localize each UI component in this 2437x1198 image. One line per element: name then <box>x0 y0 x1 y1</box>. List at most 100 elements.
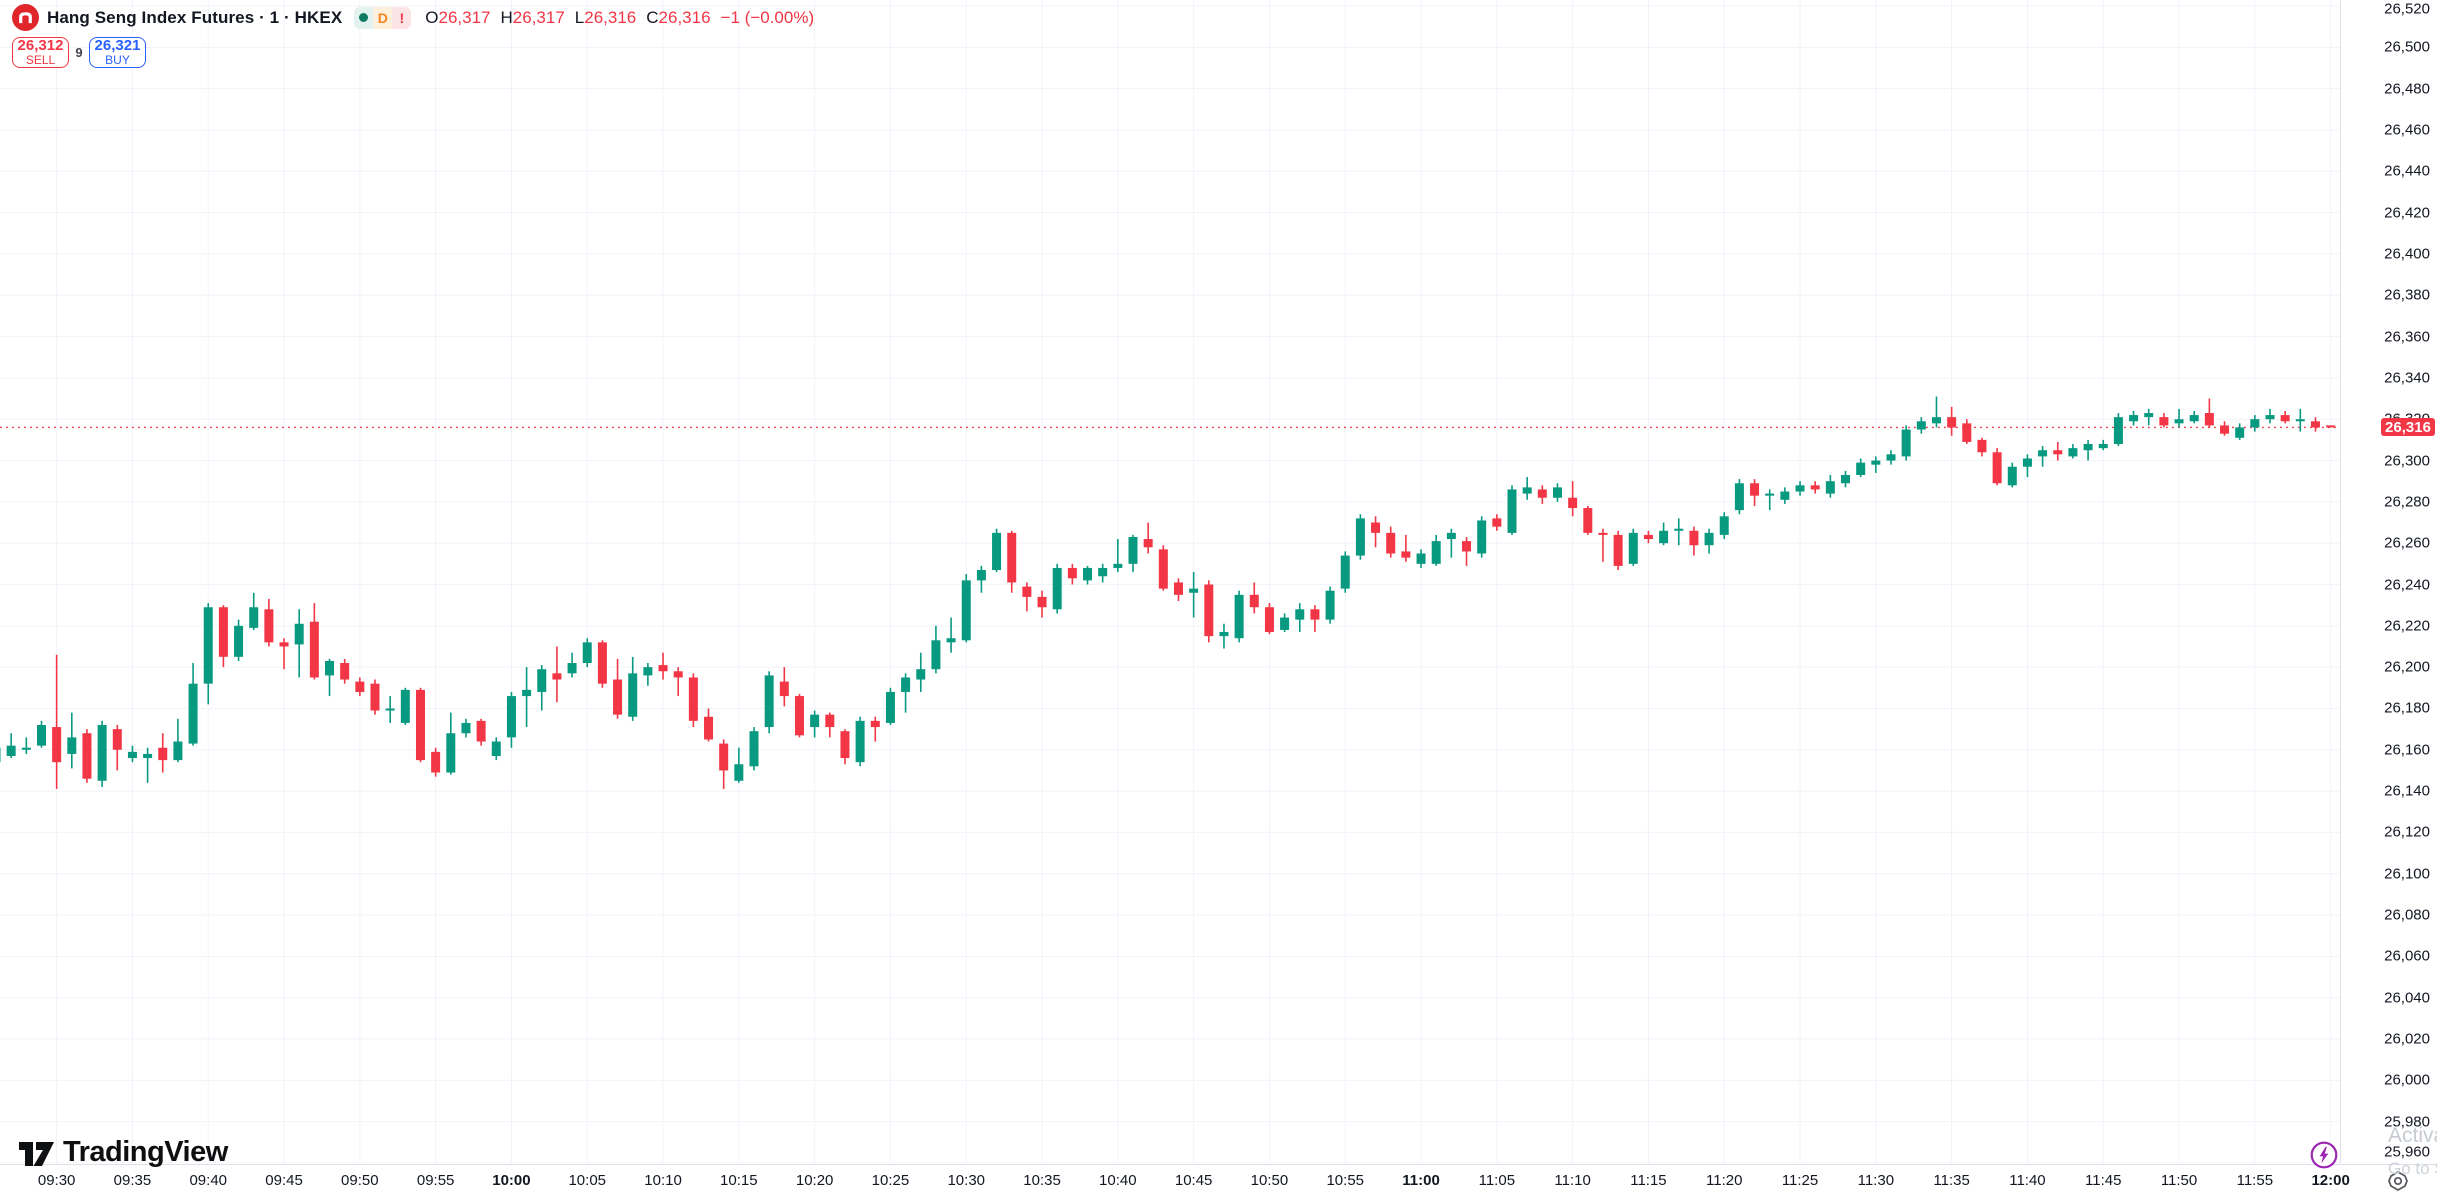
candle <box>476 718 486 746</box>
time-tick-label: 11:30 <box>1857 1172 1895 1189</box>
candle-body <box>1431 541 1441 564</box>
candle-body <box>1568 497 1578 509</box>
candle <box>173 718 183 763</box>
candle <box>885 687 895 725</box>
candle <box>1037 590 1047 618</box>
price-tick-label: 26,500 <box>2384 38 2430 56</box>
candle <box>188 663 198 746</box>
candle-body <box>2113 417 2123 445</box>
candle <box>1189 572 1199 618</box>
candle <box>567 652 577 678</box>
candle-body <box>931 640 941 670</box>
candle-body <box>1871 460 1881 465</box>
price-tick-label: 26,080 <box>2384 906 2430 924</box>
realtime-lightning-icon[interactable] <box>2309 1140 2339 1170</box>
time-tick-label: 09:40 <box>189 1172 228 1189</box>
candle <box>537 665 547 711</box>
candle-body <box>158 747 168 761</box>
candle <box>143 747 153 783</box>
candle <box>1780 487 1790 504</box>
market-status-dot-badge[interactable] <box>354 6 374 29</box>
time-axis[interactable]: 09:30 09:35 09:40 09:45 09:50 09:55 10:00 10:05… <box>0 1164 2437 1198</box>
candle-body <box>1416 553 1426 564</box>
candle <box>855 716 865 767</box>
candle-body <box>1856 462 1866 475</box>
tradingview-logo-text: TradingView <box>63 1135 228 1168</box>
candle <box>158 733 168 773</box>
candle-body <box>1037 596 1047 608</box>
alert-badge[interactable]: ! <box>392 6 412 29</box>
candle-body <box>976 570 986 581</box>
candle <box>370 679 380 715</box>
candle <box>597 640 607 688</box>
time-tick-label: 10:00 <box>492 1172 531 1189</box>
candle <box>1234 590 1244 643</box>
chart-canvas[interactable] <box>0 0 2340 1163</box>
candle-body <box>2295 419 2305 422</box>
candle-body <box>1098 567 1108 577</box>
tradingview-logo[interactable]: TradingView <box>16 1132 228 1172</box>
sell-button[interactable]: 26,312 SELL <box>12 37 69 68</box>
delayed-data-badge[interactable]: D <box>373 6 393 29</box>
candle <box>2189 410 2199 424</box>
candle <box>2113 413 2123 447</box>
candle-body <box>1310 609 1320 620</box>
hang-seng-logo-glyph <box>19 12 32 24</box>
candle <box>52 654 62 790</box>
candle-body <box>1234 594 1244 639</box>
candle <box>2280 410 2290 424</box>
time-tick-label: 12:00 <box>2311 1172 2350 1189</box>
candle <box>491 737 501 761</box>
buy-button[interactable]: 26,321 BUY <box>89 37 146 68</box>
candle-body <box>2235 427 2245 438</box>
candle <box>1022 582 1032 612</box>
time-tick-label: 11:55 <box>2236 1172 2274 1189</box>
time-tick-label: 11:40 <box>2009 1172 2046 1189</box>
sell-label: SELL <box>25 53 56 67</box>
candle <box>1689 526 1699 556</box>
candle-body <box>2068 448 2078 457</box>
symbol-title[interactable]: Hang Seng Index Futures · 1 · HKEX <box>47 7 343 27</box>
candle-body <box>1795 485 1805 492</box>
candle <box>294 609 304 678</box>
price-axis[interactable]: 26,520 26,500 26,480 26,460 26,440 26,420 26,4… <box>2340 0 2437 1163</box>
time-tick-label: 11:05 <box>1478 1172 1516 1189</box>
price-tick-label: 26,120 <box>2384 823 2430 841</box>
axis-settings-button[interactable] <box>2384 1168 2412 1194</box>
candle-body <box>582 642 592 664</box>
candle <box>400 687 410 725</box>
candle-body <box>1643 534 1653 540</box>
candle-body <box>143 753 153 759</box>
candle-body <box>613 679 623 715</box>
candle <box>628 656 638 721</box>
candle-body <box>1022 586 1032 597</box>
candle <box>1401 534 1411 562</box>
candle-body <box>1719 516 1729 535</box>
candle-body <box>1780 491 1790 500</box>
candle-body <box>1371 522 1381 533</box>
candle-body <box>446 733 456 773</box>
candle-body <box>461 722 471 734</box>
candle-body <box>173 741 183 761</box>
candle <box>2053 441 2063 461</box>
candle <box>1098 563 1108 583</box>
candle-body <box>1886 454 1896 461</box>
candle <box>1492 514 1502 531</box>
candle-body <box>1067 567 1077 579</box>
buy-label: BUY <box>105 53 130 67</box>
candle-body <box>112 729 122 750</box>
candle-body <box>825 714 835 728</box>
tradingview-logo-icon <box>19 1142 54 1166</box>
candle <box>1750 479 1760 506</box>
candle <box>1659 522 1669 546</box>
candle <box>97 720 107 787</box>
candle-body <box>704 716 714 740</box>
candle-body <box>1659 530 1669 544</box>
candle-body <box>1507 489 1517 533</box>
candle <box>2022 454 2032 478</box>
candle-body <box>764 675 774 728</box>
candle-body <box>2129 415 2139 422</box>
change-value: −1 (−0.00%) <box>720 7 815 27</box>
candle <box>552 646 562 703</box>
candle-body <box>1765 493 1775 496</box>
